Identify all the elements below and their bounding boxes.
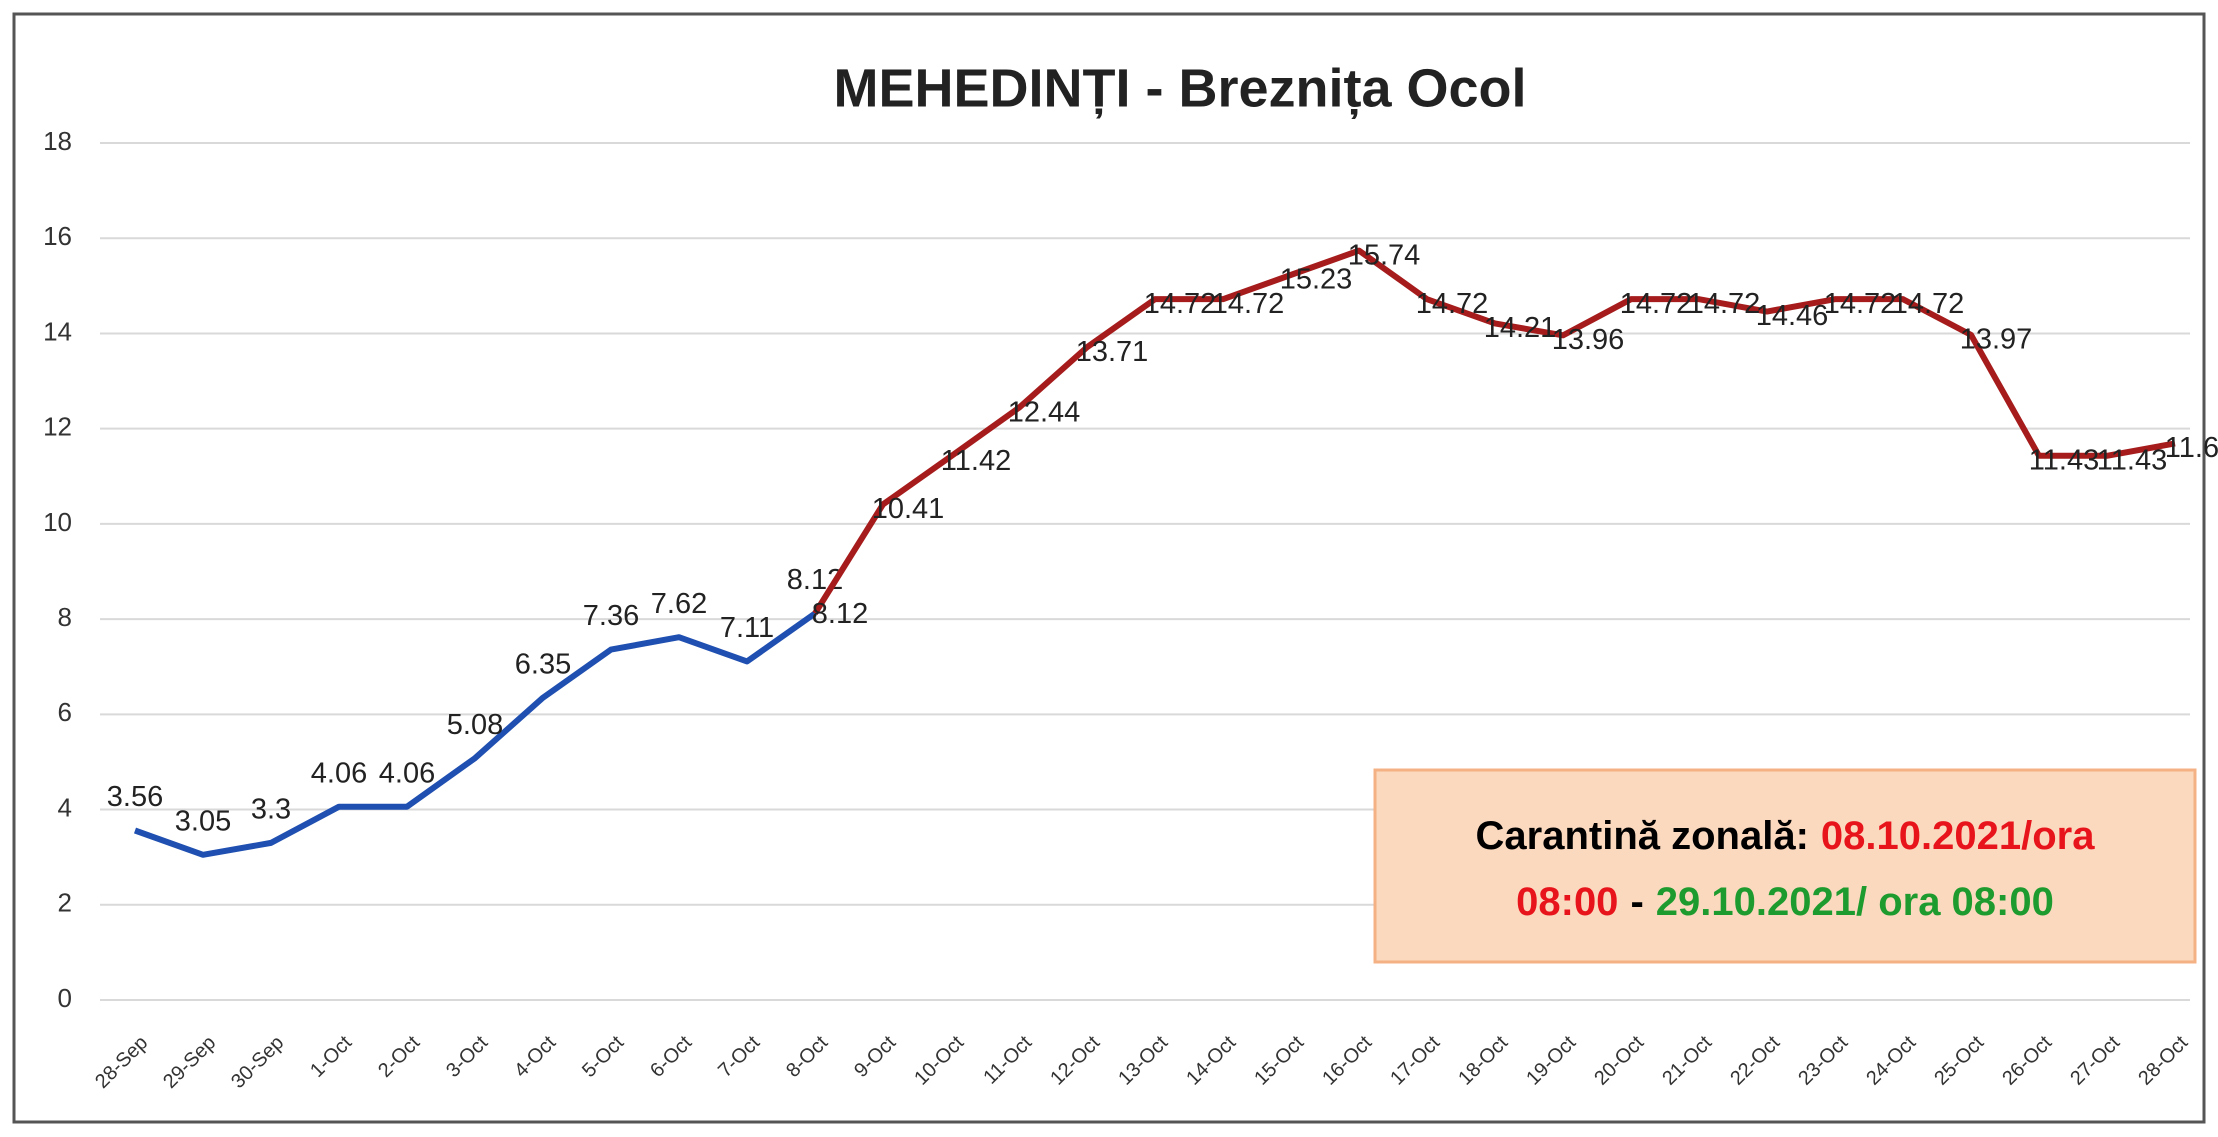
y-tick-label: 2 bbox=[58, 888, 72, 918]
line-series bbox=[133, 610, 817, 858]
annotation-box bbox=[1373, 768, 2197, 964]
data-label: 7.11 bbox=[720, 612, 774, 644]
data-label: 13.71 bbox=[1076, 336, 1149, 368]
chart-title: MEHEDINȚI - Breznița Ocol bbox=[833, 58, 1526, 119]
annotation-text: 08:00-29.10.2021/ ora 08:00 bbox=[1516, 880, 2054, 924]
annotation-part: 29.10.2021/ ora 08:00 bbox=[1656, 880, 2054, 924]
y-tick-label: 10 bbox=[43, 507, 72, 537]
data-label: 15.74 bbox=[1348, 239, 1421, 271]
annotation-text: Carantină zonală: 08.10.2021/ora bbox=[1476, 814, 2096, 858]
data-label: 14.72 bbox=[1620, 288, 1693, 320]
data-label: 3.3 bbox=[251, 794, 291, 826]
data-label: 14.72 bbox=[1144, 288, 1217, 320]
annotation-part: 08.10.2021/ora bbox=[1821, 814, 2095, 858]
data-label: 4.06 bbox=[311, 757, 367, 789]
data-label: 11.43 bbox=[2029, 444, 2099, 476]
data-label: 11.42 bbox=[941, 445, 1011, 477]
annotation-part: - bbox=[1630, 880, 1643, 924]
data-label: 14.21 bbox=[1484, 312, 1557, 344]
data-label: 6.35 bbox=[515, 648, 571, 680]
data-label: 7.62 bbox=[651, 588, 707, 620]
data-label: 4.06 bbox=[379, 757, 435, 789]
y-tick-label: 0 bbox=[58, 983, 72, 1013]
line-series bbox=[812, 247, 2176, 615]
data-label: 11.69 bbox=[2165, 432, 2218, 464]
annotation-part: Carantină zonală: bbox=[1476, 814, 1809, 858]
y-tick-label: 8 bbox=[58, 602, 72, 632]
data-label: 13.97 bbox=[1960, 324, 2033, 356]
y-tick-label: 14 bbox=[43, 316, 72, 346]
data-label: 3.05 bbox=[175, 805, 231, 837]
data-label: 14.72 bbox=[1212, 288, 1285, 320]
data-label: 10.41 bbox=[872, 493, 945, 525]
data-label: 8.12 bbox=[812, 598, 868, 630]
y-tick-label: 12 bbox=[43, 412, 72, 442]
data-label: 5.08 bbox=[447, 709, 503, 741]
data-label: 14.46 bbox=[1756, 300, 1829, 332]
data-label: 14.72 bbox=[1416, 288, 1489, 320]
data-label: 15.23 bbox=[1280, 264, 1353, 296]
data-label: 14.72 bbox=[1824, 288, 1897, 320]
y-tick-label: 4 bbox=[58, 792, 72, 822]
y-tick-label: 16 bbox=[43, 221, 72, 251]
y-tick-label: 6 bbox=[58, 697, 72, 727]
data-label: 11.43 bbox=[2097, 444, 2167, 476]
data-label: 14.72 bbox=[1688, 288, 1761, 320]
data-label: 3.56 bbox=[107, 781, 163, 813]
data-label: 14.72 bbox=[1892, 288, 1965, 320]
annotation-part: 08:00 bbox=[1516, 880, 1618, 924]
data-label: 13.96 bbox=[1552, 324, 1625, 356]
data-label: 12.44 bbox=[1008, 396, 1081, 428]
y-tick-label: 18 bbox=[43, 126, 72, 156]
data-label: 7.36 bbox=[583, 600, 639, 632]
